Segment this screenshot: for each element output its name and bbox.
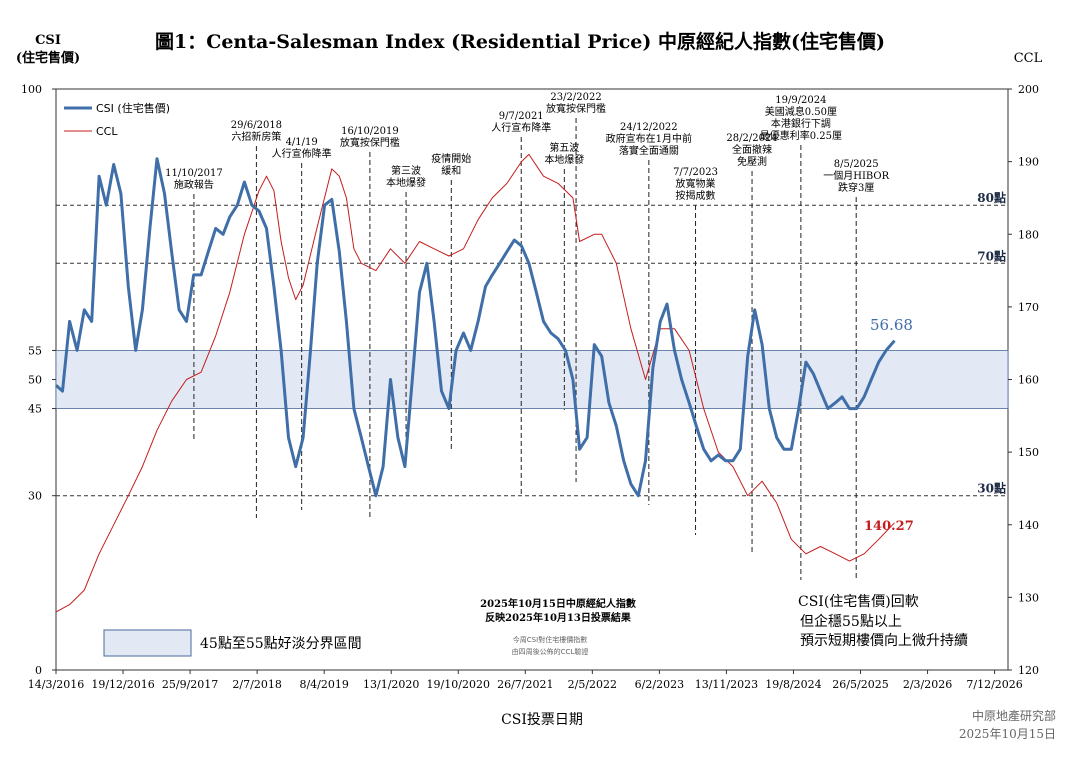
right-tick-label: 200 bbox=[1018, 83, 1039, 96]
x-tick-label: 2/7/2018 bbox=[232, 678, 281, 691]
event-label: 本地爆發 bbox=[386, 176, 426, 189]
left-tick-label: 55 bbox=[28, 344, 42, 357]
comment-line-3: 預示短期樓價向上微升持續 bbox=[800, 632, 968, 649]
event-label: 4/1/19 bbox=[286, 137, 318, 148]
event-label: 本地爆發 bbox=[544, 153, 584, 166]
right-tick-label: 150 bbox=[1018, 446, 1039, 459]
x-tick-label: 19/8/2024 bbox=[765, 678, 821, 691]
threshold-label: 30點 bbox=[977, 481, 1006, 496]
x-tick-label: 14/3/2016 bbox=[28, 678, 84, 691]
event-label: 23/2/2022 bbox=[550, 92, 601, 103]
event-label: 全面撤辣 bbox=[732, 143, 772, 156]
x-tick-label: 7/12/2026 bbox=[966, 678, 1022, 691]
event-label: 24/12/2022 bbox=[620, 122, 678, 133]
comment-line-2: 但企穩55點以上 bbox=[800, 613, 902, 630]
comment-line-1: CSI(住宅售價)回軟 bbox=[798, 593, 919, 610]
ccl-end-label: 140.27 bbox=[864, 519, 914, 534]
right-tick-label: 140 bbox=[1018, 519, 1039, 532]
event-label: 美國減息0.50厘 bbox=[765, 105, 837, 118]
event-label: 16/10/2019 bbox=[341, 126, 399, 137]
axes: 0 30 45 50 55 100 120 130 140 150 160 170 180 190 200 1… bbox=[21, 83, 1039, 691]
csi-line bbox=[55, 157, 896, 498]
left-axis-title: CSI bbox=[35, 33, 61, 48]
x-tick-label: 2/5/2022 bbox=[568, 678, 617, 691]
event-label: 按揭成數 bbox=[676, 189, 716, 202]
right-tick-label: 190 bbox=[1018, 156, 1039, 169]
csi-end-label: 56.68 bbox=[870, 316, 913, 334]
x-tick-label: 26/5/2025 bbox=[832, 678, 888, 691]
x-tick-label: 13/11/2023 bbox=[695, 678, 758, 691]
left-tick-label: 100 bbox=[21, 83, 42, 96]
series-lines bbox=[55, 153, 896, 613]
event-label: 放寬物業 bbox=[676, 177, 716, 190]
legend-csi-label: CSI (住宅售價) bbox=[96, 101, 170, 115]
note-small-2: 由四周後公佈的CCL驗證 bbox=[512, 647, 589, 656]
threshold-lines: 80點 70點 30點 bbox=[56, 190, 1008, 497]
event-label: 放寬按保門檻 bbox=[340, 136, 400, 149]
x-tick-label: 6/2/2023 bbox=[635, 678, 684, 691]
note-title-2: 反映2025年10月13日投票結果 bbox=[485, 611, 632, 624]
event-label: 緩和 bbox=[441, 164, 461, 177]
event-label: 免壓測 bbox=[737, 155, 767, 168]
event-label: 7/7/2023 bbox=[673, 167, 718, 178]
x-tick-label: 19/12/2016 bbox=[91, 678, 154, 691]
event-label: 放寬按保門檻 bbox=[546, 102, 606, 115]
right-tick-label: 160 bbox=[1018, 374, 1039, 387]
x-axis-title: CSI投票日期 bbox=[501, 712, 583, 728]
note-small-1: 今周CSI對住宅樓價指數 bbox=[513, 635, 587, 644]
ccl-line bbox=[55, 153, 895, 613]
x-tick-label: 2/3/2026 bbox=[903, 678, 952, 691]
x-tick-label: 8/4/2019 bbox=[299, 678, 348, 691]
event-label: 11/10/2017 bbox=[165, 168, 223, 179]
event-label: 最優惠利率0.25厘 bbox=[760, 129, 842, 142]
threshold-label: 80點 bbox=[977, 190, 1006, 205]
band-legend-label: 45點至55點好淡分界區間 bbox=[200, 636, 362, 652]
event-label: 跌穿3厘 bbox=[838, 181, 874, 194]
event-label: 人行宣布降準 bbox=[491, 121, 551, 134]
event-label: 一個月HIBOR bbox=[823, 169, 889, 182]
event-label: 第五波 bbox=[549, 141, 579, 154]
legend-ccl-label: CCL bbox=[96, 125, 118, 138]
event-label: 9/7/2021 bbox=[499, 111, 544, 122]
footer-source: 中原地產研究部 bbox=[972, 708, 1056, 723]
note-title-1: 2025年10月15日中原經紀人指數 bbox=[480, 597, 636, 610]
x-tick-label: 19/10/2020 bbox=[427, 678, 490, 691]
right-tick-label: 180 bbox=[1018, 228, 1039, 241]
x-tick-label: 13/1/2020 bbox=[363, 678, 419, 691]
x-tick-label: 26/7/2021 bbox=[497, 678, 553, 691]
event-label: 人行宣佈降準 bbox=[272, 147, 332, 160]
right-tick-label: 120 bbox=[1018, 664, 1039, 677]
event-label: 政府宣布在1月中前 bbox=[606, 132, 692, 145]
event-label: 施政報告 bbox=[174, 178, 214, 191]
event-label: 29/6/2018 bbox=[231, 120, 282, 131]
footer-date: 2025年10月15日 bbox=[959, 727, 1056, 741]
right-tick-label: 130 bbox=[1018, 591, 1039, 604]
event-label: 8/5/2025 bbox=[834, 159, 879, 170]
event-label: 第三波 bbox=[391, 164, 421, 177]
left-tick-label: 45 bbox=[28, 403, 42, 416]
right-axis-title: CCL bbox=[1014, 51, 1043, 66]
threshold-label: 70點 bbox=[977, 248, 1006, 263]
event-label: 六招新房策 bbox=[231, 130, 281, 143]
right-tick-label: 170 bbox=[1018, 301, 1039, 314]
left-tick-label: 50 bbox=[28, 374, 42, 387]
left-tick-label: 30 bbox=[28, 490, 42, 503]
event-label: 疫情開始 bbox=[431, 152, 471, 165]
event-label: 本港銀行下調 bbox=[771, 117, 831, 130]
event-label: 28/2/2024 bbox=[726, 133, 777, 144]
event-label: 19/9/2024 bbox=[775, 95, 826, 106]
chart-title: 圖1：Centa-Salesman Index (Residential Pri… bbox=[155, 30, 885, 53]
left-tick-label: 0 bbox=[35, 664, 42, 677]
event-label: 落實全面通關 bbox=[619, 144, 679, 157]
neutral-band bbox=[55, 350, 1009, 409]
band-legend-swatch bbox=[103, 629, 192, 657]
legend: CSI (住宅售價) CCL bbox=[64, 101, 170, 138]
x-tick-label: 25/9/2017 bbox=[162, 678, 218, 691]
left-axis-subtitle: (住宅售價) bbox=[16, 50, 80, 66]
